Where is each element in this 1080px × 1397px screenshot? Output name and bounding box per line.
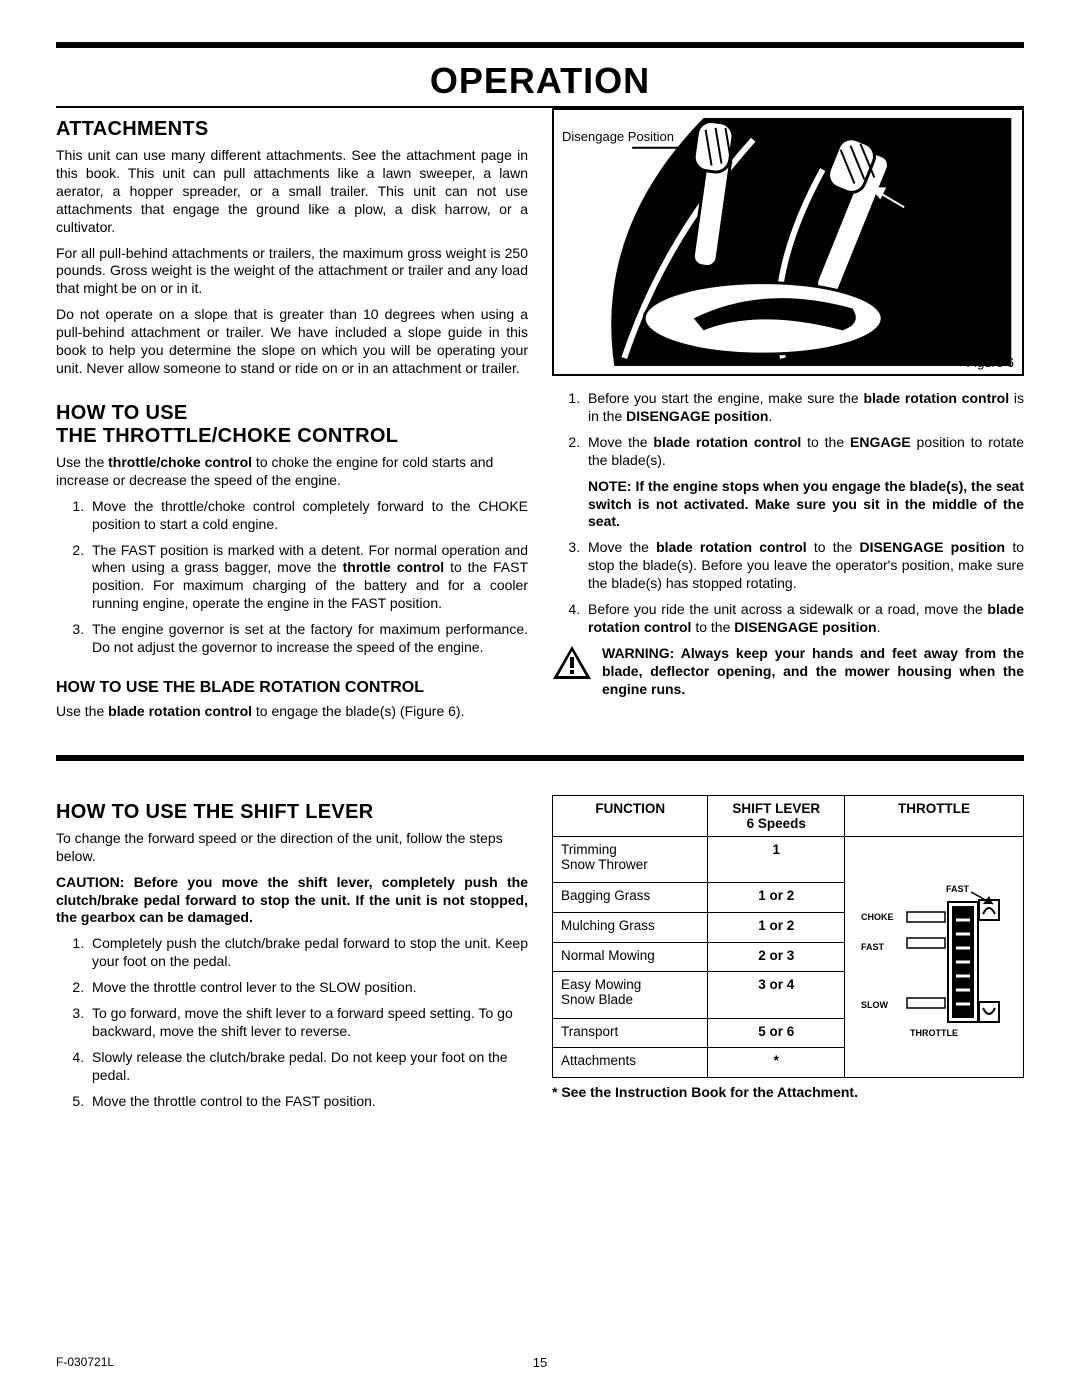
th-throttle: THROTTLE — [845, 795, 1024, 836]
blade-intro: Use the blade rotation control to engage… — [56, 703, 528, 721]
fn-cell: Transport — [553, 1018, 708, 1048]
blade-i1-e: . — [768, 408, 772, 424]
table-row: TrimmingSnow Thrower 1 FAST CHOKE FAST S… — [553, 836, 1024, 883]
right-column-upper: Disengage Position — [552, 108, 1024, 729]
right-column-lower: FUNCTION SHIFT LEVER 6 Speeds THROTTLE T… — [552, 791, 1024, 1119]
blade-i4-a: Before you ride the unit across a sidewa… — [588, 601, 987, 617]
warning-icon — [552, 645, 592, 681]
fig6-engage-label: Blade Rotation Control Engage Position — [862, 224, 1012, 254]
blade-intro-post: to engage the blade(s) (Figure 6). — [252, 703, 464, 719]
shift-table: FUNCTION SHIFT LEVER 6 Speeds THROTTLE T… — [552, 795, 1024, 1078]
blade-list: Before you start the engine, make sure t… — [552, 390, 1024, 637]
blade-intro-pre: Use the — [56, 703, 108, 719]
throttle-heading-l2: THE THROTTLE/CHOKE CONTROL — [56, 425, 398, 447]
figure-6-caption: Figure 6 — [966, 355, 1014, 370]
attachments-p2: For all pull-behind attachments or trail… — [56, 245, 528, 299]
throttle-list: Move the throttle/choke control complete… — [56, 498, 528, 657]
fig6-engage-l2: Engage Position — [862, 238, 969, 253]
blade-i2-b: blade rotation control — [653, 434, 801, 450]
shift-item-1: Completely push the clutch/brake pedal f… — [88, 935, 528, 971]
throttle-item-1: Move the throttle/choke control complete… — [88, 498, 528, 534]
blade-i1-a: Before you start the engine, make sure t… — [588, 390, 863, 406]
throttle-item2-bold: throttle control — [343, 559, 445, 575]
warning-row: WARNING: Always keep your hands and feet… — [552, 645, 1024, 699]
th-function: FUNCTION — [553, 795, 708, 836]
blade-i2-c: to the — [801, 434, 850, 450]
shift-item-4: Slowly release the clutch/brake pedal. D… — [88, 1049, 528, 1085]
figure-6: Disengage Position — [552, 108, 1024, 376]
blade-item-2: Move the blade rotation control to the E… — [584, 434, 1024, 532]
shift-list: Completely push the clutch/brake pedal f… — [56, 935, 528, 1110]
shift-footnote: * See the Instruction Book for the Attac… — [552, 1084, 1024, 1100]
blade-heading: HOW TO USE THE BLADE ROTATION CONTROL — [56, 679, 528, 697]
lever-cell: 1 — [708, 836, 845, 883]
shift-item-2: Move the throttle control lever to the S… — [88, 979, 528, 997]
lever-cell: 1 or 2 — [708, 912, 845, 942]
shift-caution: CAUTION: Before you move the shift lever… — [56, 874, 528, 928]
throttle-heading: HOW TO USE THE THROTTLE/CHOKE CONTROL — [56, 402, 528, 448]
throttle-heading-l1: HOW TO USE — [56, 402, 188, 424]
attachments-heading: ATTACHMENTS — [56, 118, 528, 141]
throttle-svg — [853, 842, 1023, 1072]
blade-item-3: Move the blade rotation control to the D… — [584, 539, 1024, 593]
lower-columns: HOW TO USE THE SHIFT LEVER To change the… — [56, 791, 1024, 1119]
lever-cell: 5 or 6 — [708, 1018, 845, 1048]
blade-note: NOTE: If the engine stops when you engag… — [588, 478, 1024, 532]
top-divider — [56, 42, 1024, 48]
blade-i4-e: . — [877, 619, 881, 635]
blade-i2-d: ENGAGE — [850, 434, 911, 450]
th-shiftlever: SHIFT LEVER 6 Speeds — [708, 795, 845, 836]
attachments-p3: Do not operate on a slope that is greate… — [56, 306, 528, 378]
left-column-lower: HOW TO USE THE SHIFT LEVER To change the… — [56, 791, 528, 1119]
left-column-upper: ATTACHMENTS This unit can use many diffe… — [56, 108, 528, 729]
lever-cell: * — [708, 1048, 845, 1078]
page-footer: F-030721L 15 — [56, 1355, 1024, 1369]
shift-item-5: Move the throttle control to the FAST po… — [88, 1093, 528, 1111]
throttle-intro-pre: Use the — [56, 454, 108, 470]
shift-item-3: To go forward, move the shift lever to a… — [88, 1005, 528, 1041]
blade-i3-a: Move the — [588, 539, 656, 555]
blade-intro-bold: blade rotation control — [108, 703, 252, 719]
footer-page: 15 — [56, 1355, 1024, 1370]
shift-heading: HOW TO USE THE SHIFT LEVER — [56, 801, 528, 824]
shift-intro: To change the forward speed or the direc… — [56, 830, 528, 866]
lever-cell: 1 or 2 — [708, 883, 845, 913]
warning-text: WARNING: Always keep your hands and feet… — [602, 645, 1024, 699]
fn-cell: Mulching Grass — [553, 912, 708, 942]
blade-i3-b: blade rotation control — [656, 539, 807, 555]
fig6-disengage-text: Disengage Position — [562, 129, 674, 144]
fn-cell: Bagging Grass — [553, 883, 708, 913]
fn-cell: Easy MowingSnow Blade — [553, 972, 708, 1019]
blade-i1-b: blade rotation control — [863, 390, 1009, 406]
throttle-cell: FAST CHOKE FAST SLOW THROTTLE — [845, 836, 1024, 1077]
blade-item-1: Before you start the engine, make sure t… — [584, 390, 1024, 426]
lever-cell: 3 or 4 — [708, 972, 845, 1019]
shift-table-header: FUNCTION SHIFT LEVER 6 Speeds THROTTLE — [553, 795, 1024, 836]
throttle-intro-bold: throttle/choke control — [108, 454, 252, 470]
blade-i1-d: DISENGAGE position — [626, 408, 768, 424]
attachments-p1: This unit can use many different attachm… — [56, 147, 528, 237]
fn-cell: TrimmingSnow Thrower — [553, 836, 708, 883]
blade-i2-a: Move the — [588, 434, 653, 450]
lever-cell: 2 or 3 — [708, 942, 845, 972]
page-title: OPERATION — [56, 60, 1024, 102]
blade-i3-c: to the — [807, 539, 860, 555]
mid-divider — [56, 755, 1024, 761]
fig6-disengage-label: Disengage Position — [562, 130, 674, 145]
blade-item-4: Before you ride the unit across a sidewa… — [584, 601, 1024, 637]
blade-i4-d: DISENGAGE position — [734, 619, 876, 635]
throttle-intro: Use the throttle/choke control to choke … — [56, 454, 528, 490]
fn-cell: Attachments — [553, 1048, 708, 1078]
upper-columns: ATTACHMENTS This unit can use many diffe… — [56, 108, 1024, 729]
throttle-item-2: The FAST position is marked with a deten… — [88, 542, 528, 614]
fn-cell: Normal Mowing — [553, 942, 708, 972]
throttle-item-3: The engine governor is set at the factor… — [88, 621, 528, 657]
th-shiftlever-b: 6 Speeds — [747, 816, 806, 831]
blade-i4-c: to the — [691, 619, 734, 635]
blade-i3-d: DISENGAGE position — [859, 539, 1005, 555]
fig6-engage-l1: Blade Rotation Control — [862, 223, 993, 238]
th-shiftlever-a: SHIFT LEVER — [732, 801, 820, 816]
